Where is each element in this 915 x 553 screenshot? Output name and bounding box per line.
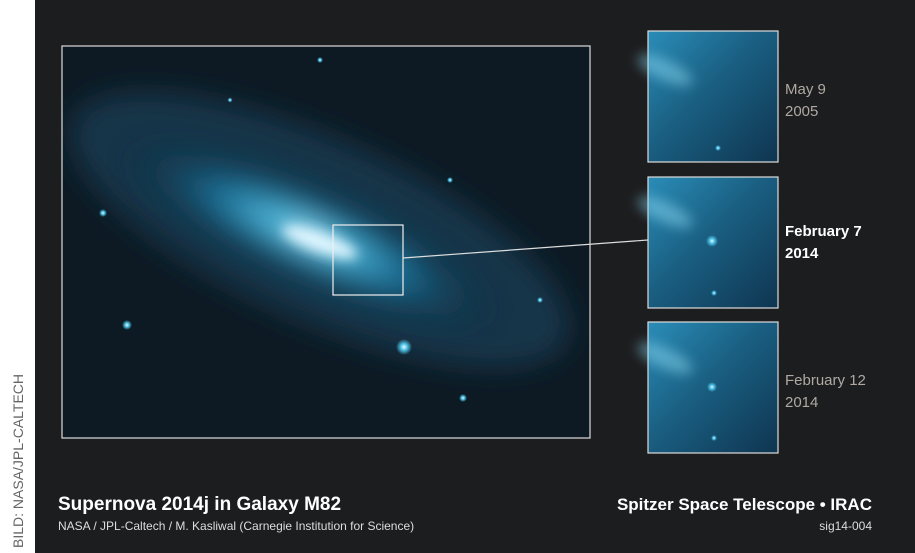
photo-credit: BILD: NASA/JPL-CALTECH <box>10 374 26 548</box>
figure: BILD: NASA/JPL-CALTECH May 9 2005 Februa… <box>0 0 915 553</box>
inset-1 <box>634 31 778 162</box>
inset-2 <box>634 177 778 308</box>
page: BILD: NASA/JPL-CALTECH May 9 2005 Februa… <box>0 0 915 553</box>
image-id: sig14-004 <box>819 519 872 533</box>
inset-3 <box>634 322 778 453</box>
panel-date: February 12 <box>785 372 866 389</box>
image-credit: NASA / JPL-Caltech / M. Kasliwal (Carneg… <box>58 519 414 533</box>
panel-date: February 7 <box>785 223 862 240</box>
galaxy-image <box>37 38 604 438</box>
panel-date: May 9 <box>785 81 826 98</box>
panel-year: 2014 <box>785 394 818 411</box>
panel-year: 2005 <box>785 103 818 120</box>
image-title: Supernova 2014j in Galaxy M82 <box>58 494 341 515</box>
instrument: Spitzer Space Telescope • IRAC <box>617 495 872 514</box>
panel-year: 2014 <box>785 245 819 262</box>
